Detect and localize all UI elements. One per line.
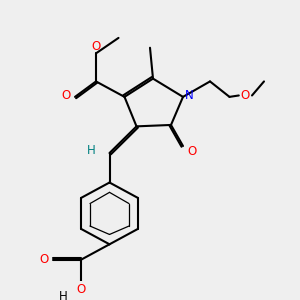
Text: O: O — [39, 253, 48, 266]
Text: H: H — [87, 144, 96, 157]
Text: O: O — [241, 89, 250, 102]
Text: O: O — [76, 283, 85, 296]
Text: O: O — [61, 89, 70, 102]
Text: O: O — [188, 145, 196, 158]
Text: H: H — [58, 290, 68, 300]
Text: N: N — [185, 89, 194, 102]
Text: O: O — [92, 40, 100, 53]
